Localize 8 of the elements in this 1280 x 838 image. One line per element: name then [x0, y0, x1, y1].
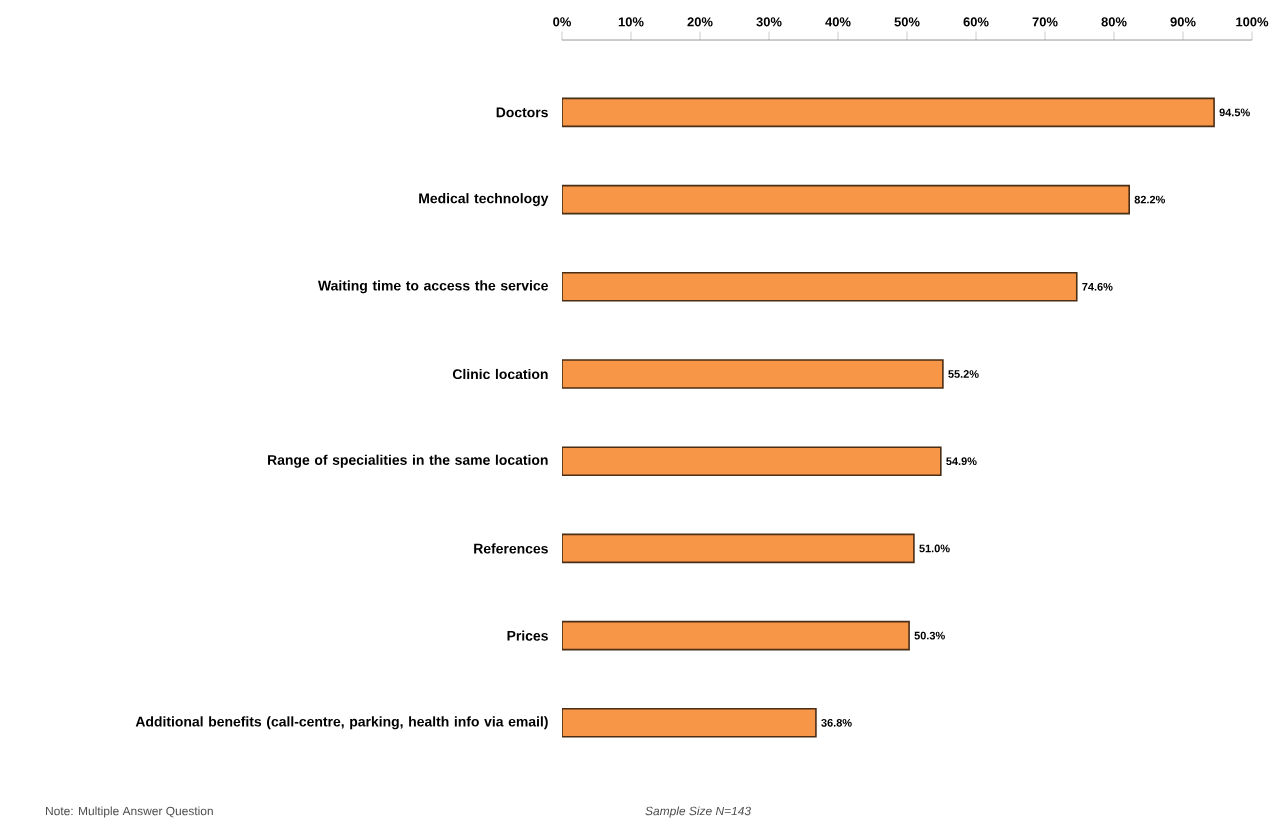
bar: [562, 97, 1215, 128]
bar: [562, 533, 915, 564]
bar: [562, 620, 910, 651]
bar: [562, 359, 944, 389]
bar: [562, 446, 942, 476]
bar: [562, 708, 817, 738]
bar: [562, 272, 1078, 302]
bar: [562, 184, 1130, 215]
